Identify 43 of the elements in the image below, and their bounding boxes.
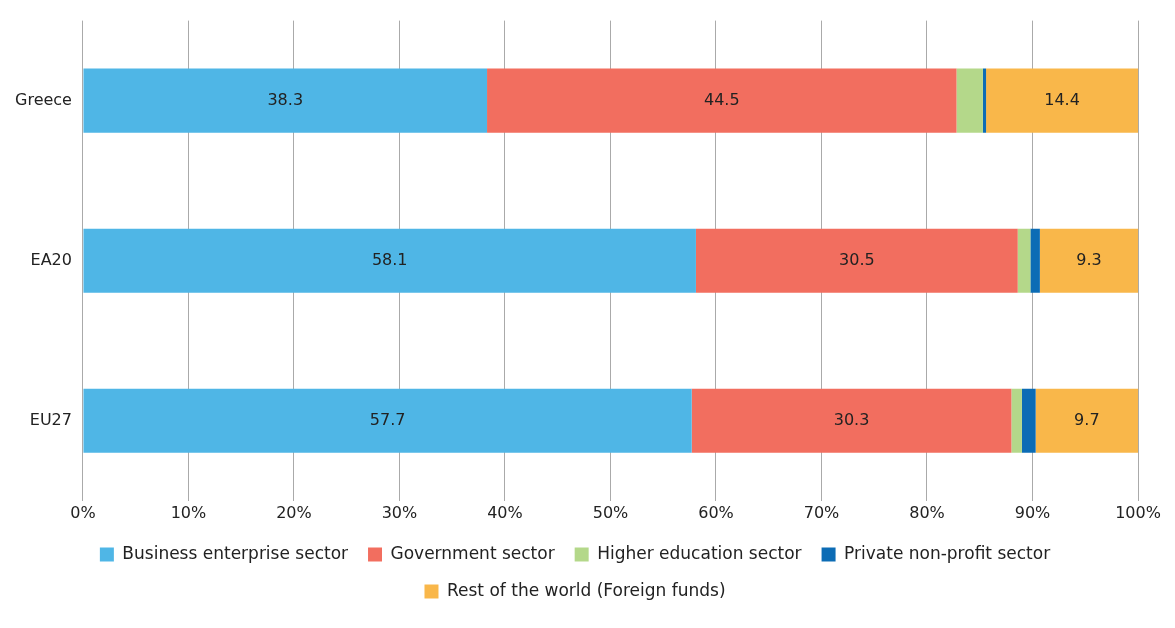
x-tick-label: 10% bbox=[170, 502, 207, 522]
data-label: 30.3 bbox=[833, 409, 870, 429]
bar bbox=[1039, 228, 1138, 293]
bar bbox=[986, 68, 1138, 133]
bar bbox=[1030, 228, 1040, 293]
data-label: 58.1 bbox=[371, 249, 408, 269]
y-tick-label: Greece bbox=[15, 89, 72, 109]
bar bbox=[695, 228, 1018, 293]
legend-label: Government sector bbox=[390, 542, 555, 563]
data-label: 57.7 bbox=[369, 409, 406, 429]
bar bbox=[982, 68, 987, 133]
x-tick-label: 100% bbox=[1115, 502, 1161, 522]
x-tick-label: 0% bbox=[70, 502, 96, 522]
x-tick-label: 30% bbox=[381, 502, 418, 522]
x-tick-label: 70% bbox=[803, 502, 840, 522]
bar bbox=[1035, 388, 1138, 453]
x-tick-label: 80% bbox=[909, 502, 945, 522]
legend-label: Higher education sector bbox=[597, 542, 802, 563]
data-label: 44.5 bbox=[703, 89, 740, 109]
bar bbox=[83, 388, 692, 453]
legend-label: Rest of the world (Foreign funds) bbox=[446, 579, 726, 600]
x-tick-label: 50% bbox=[592, 502, 629, 522]
x-tick-label: 40% bbox=[487, 502, 523, 522]
bar bbox=[487, 68, 957, 133]
bar bbox=[83, 228, 696, 293]
y-tick-label: EA20 bbox=[30, 249, 72, 269]
data-label: 38.3 bbox=[267, 89, 304, 109]
x-tick-label: 20% bbox=[276, 502, 312, 522]
bar bbox=[1017, 228, 1031, 293]
legend-label: Business enterprise sector bbox=[122, 542, 349, 563]
data-label: 9.3 bbox=[1076, 249, 1102, 269]
legend-label: Private non-profit sector bbox=[844, 542, 1051, 563]
data-label: 14.4 bbox=[1044, 89, 1080, 109]
x-tick-label: 60% bbox=[698, 502, 734, 522]
y-tick-label: EU27 bbox=[29, 409, 72, 429]
x-tick-label: 90% bbox=[1014, 502, 1051, 522]
data-label: 30.5 bbox=[839, 249, 875, 269]
bar bbox=[83, 68, 488, 133]
bar bbox=[1011, 388, 1022, 453]
bar bbox=[956, 68, 983, 133]
data-label: 9.7 bbox=[1074, 409, 1100, 429]
bar bbox=[691, 388, 1012, 453]
bar bbox=[1021, 388, 1036, 453]
